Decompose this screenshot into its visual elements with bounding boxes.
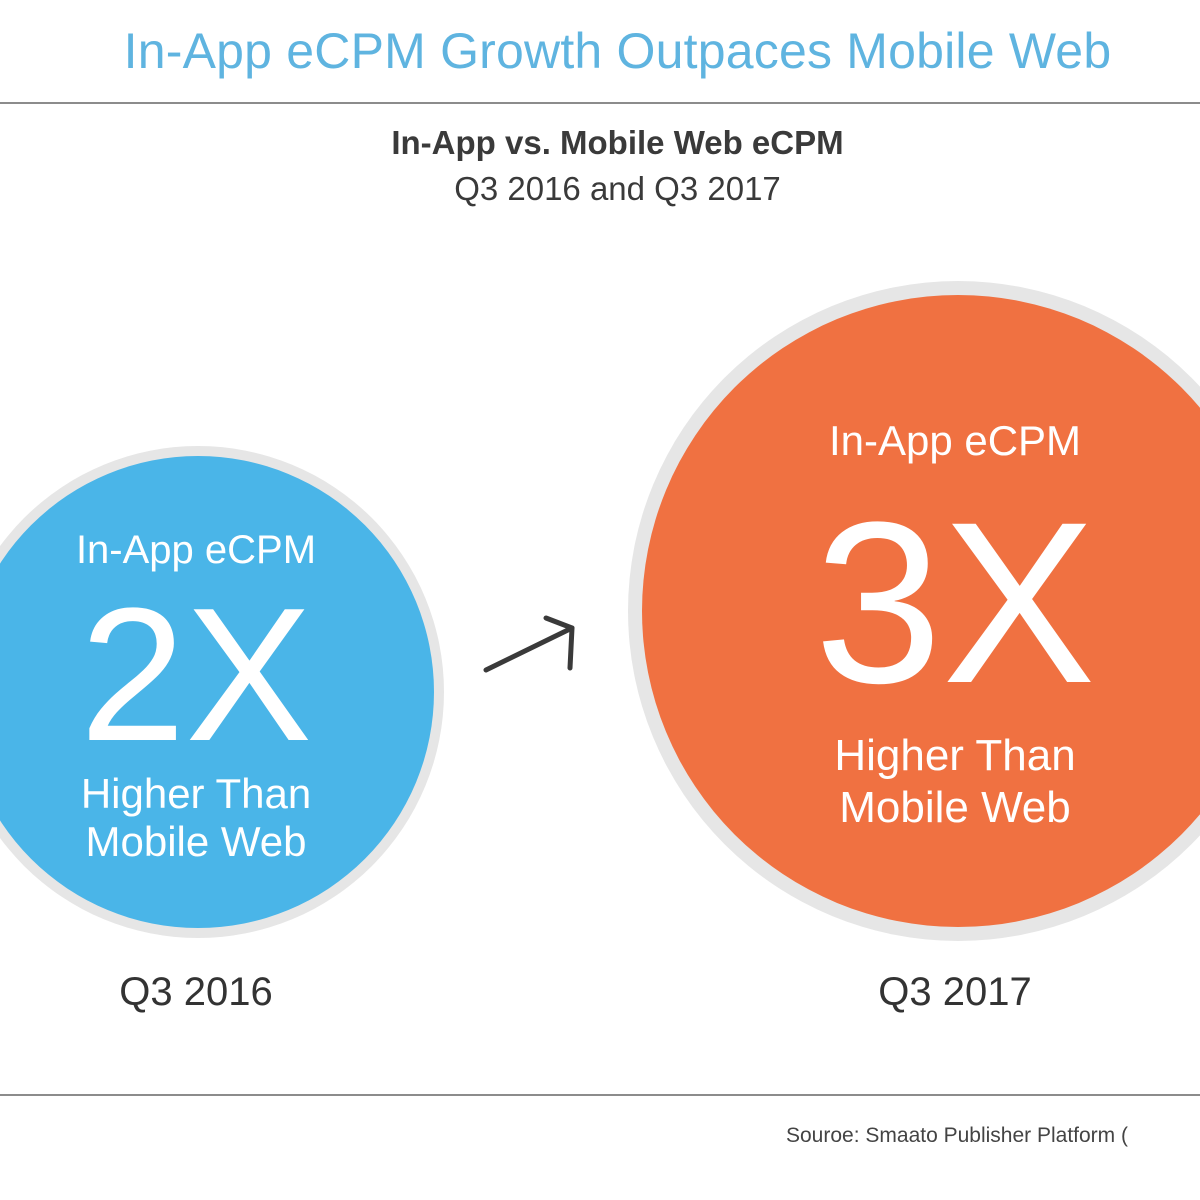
chart-subtitle: In-App vs. Mobile Web eCPM bbox=[391, 124, 844, 161]
chart-period-range: Q3 2016 and Q3 2017 bbox=[454, 170, 781, 207]
right-bubble-label: In-App eCPM bbox=[828, 417, 1082, 464]
headline: In-App eCPM Growth Outpaces Mobile Web bbox=[123, 23, 1112, 79]
right-bubble-caption-line2: Mobile Web bbox=[839, 783, 1071, 832]
left-bubble-label: In-App eCPM bbox=[75, 528, 317, 572]
left-period-label: Q3 2016 bbox=[119, 970, 273, 1014]
top-divider bbox=[0, 102, 1200, 104]
right-bubble bbox=[642, 295, 1200, 927]
right-bubble-multiplier: 3X bbox=[814, 474, 1096, 731]
bottom-divider bbox=[0, 1094, 1200, 1096]
right-period-label: Q3 2017 bbox=[878, 970, 1032, 1014]
arrow-right-icon bbox=[483, 615, 575, 673]
source-note: Souroe: Smaato Publisher Platform ( bbox=[786, 1124, 1128, 1147]
left-bubble bbox=[0, 456, 434, 928]
left-bubble-caption-line2: Mobile Web bbox=[85, 818, 307, 865]
left-bubble-caption-line1: Higher Than bbox=[80, 770, 312, 817]
right-bubble-caption-line1: Higher Than bbox=[834, 731, 1076, 780]
left-bubble-multiplier: 2X bbox=[79, 569, 313, 781]
